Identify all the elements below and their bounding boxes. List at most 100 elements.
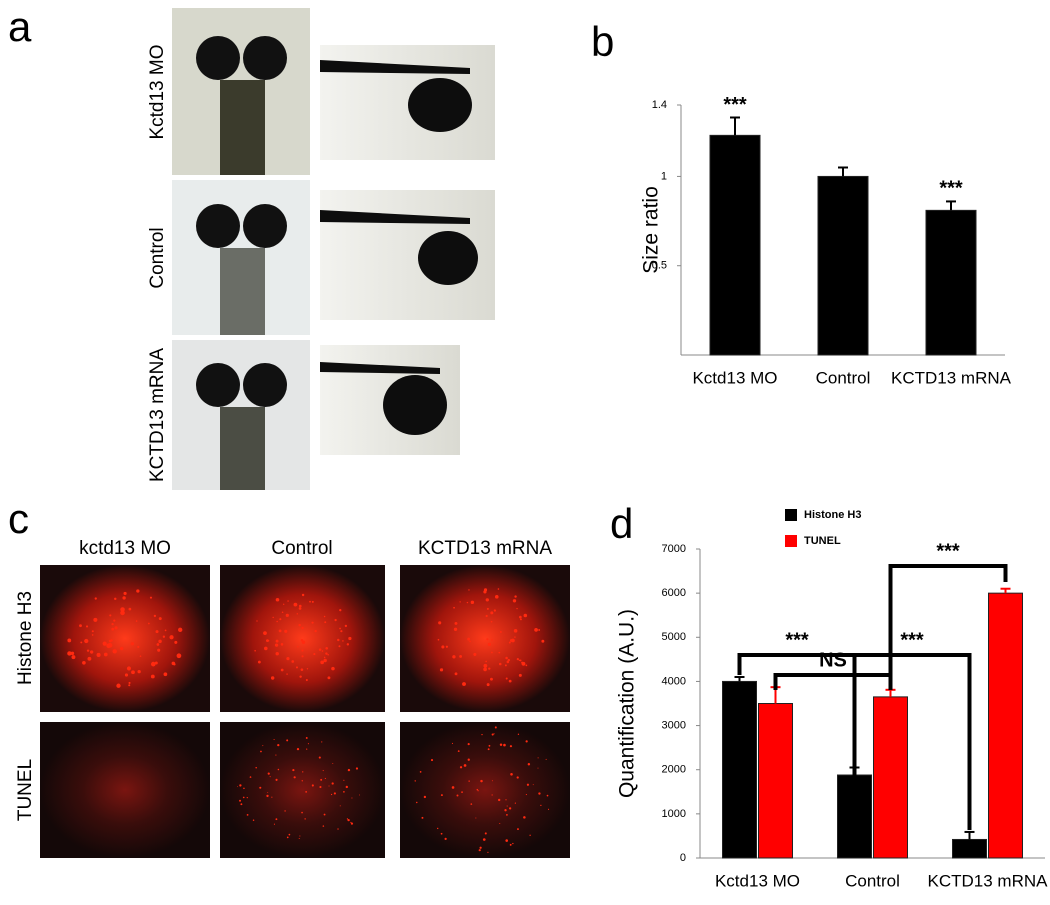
speckle	[299, 675, 302, 678]
speckle	[86, 649, 90, 652]
speckle	[523, 613, 528, 618]
speckle	[149, 596, 153, 599]
speckle	[493, 733, 495, 735]
speckle	[490, 677, 493, 681]
speckle	[325, 646, 328, 650]
speckle	[507, 658, 511, 662]
speckle	[305, 678, 308, 682]
x-tick-label: Kctd13 MO	[715, 871, 800, 890]
speckle	[157, 648, 161, 652]
speckle	[148, 622, 150, 625]
speckle	[527, 763, 531, 766]
speckle	[459, 601, 461, 603]
speckle	[123, 591, 127, 596]
speckle	[293, 776, 296, 779]
speckle	[124, 673, 129, 677]
speckle	[505, 799, 507, 801]
speckle	[176, 653, 182, 659]
speckle	[519, 659, 522, 662]
speckle	[497, 588, 500, 590]
speckle	[423, 795, 427, 799]
speckle	[462, 682, 466, 686]
speckle	[331, 666, 335, 671]
speckle	[348, 636, 352, 641]
speckle	[128, 684, 131, 687]
speckle	[114, 597, 117, 601]
speckle	[275, 754, 277, 756]
speckle	[459, 654, 463, 658]
speckle	[499, 743, 503, 746]
speckle	[279, 618, 282, 621]
speckle	[297, 646, 299, 648]
speckle	[311, 600, 314, 603]
speckle	[94, 597, 97, 600]
speckle	[286, 739, 289, 742]
speckle	[508, 679, 512, 683]
speckle	[320, 660, 324, 665]
speckle	[108, 639, 112, 643]
speckle	[498, 651, 501, 654]
speckle	[306, 668, 309, 670]
speckle	[532, 784, 534, 786]
speckle	[137, 669, 141, 674]
speckle	[284, 810, 286, 812]
speckle	[85, 625, 89, 628]
speckle	[430, 758, 434, 762]
speckle	[321, 650, 324, 652]
speckle	[292, 768, 295, 772]
speckle	[463, 764, 467, 767]
speckle	[301, 655, 304, 658]
speckle	[439, 668, 444, 672]
speckle	[457, 750, 460, 753]
speckle	[158, 617, 162, 621]
speckle	[509, 843, 512, 846]
row-label: Histone H3	[15, 591, 36, 685]
y-axis-label: Size ratio	[640, 186, 663, 274]
speckle	[488, 667, 491, 670]
speckle	[510, 772, 513, 776]
speckle	[275, 639, 279, 643]
speckle	[537, 757, 539, 759]
speckle	[155, 630, 159, 634]
speckle	[414, 780, 416, 782]
speckle	[122, 596, 126, 600]
row-label: Control	[147, 227, 168, 288]
speckle	[545, 758, 547, 760]
speckle	[487, 748, 490, 751]
speckle	[300, 668, 304, 671]
bracket	[888, 564, 1008, 690]
speckle	[355, 767, 359, 770]
speckle	[128, 681, 131, 685]
panel-letter: a	[8, 3, 32, 50]
speckle	[87, 656, 92, 661]
speckle	[298, 604, 302, 608]
speckle	[477, 790, 479, 792]
panel-letter: c	[8, 495, 29, 542]
speckle	[67, 651, 72, 656]
speckle	[534, 628, 538, 632]
speckle	[521, 661, 526, 666]
speckle	[517, 828, 519, 831]
speckle	[483, 588, 488, 592]
annotation: ***	[936, 540, 960, 562]
speckle	[419, 771, 422, 773]
speckle	[504, 809, 507, 812]
speckle	[269, 776, 271, 778]
speckle	[487, 851, 489, 853]
speckle	[322, 825, 325, 827]
speckle	[300, 638, 304, 642]
speckle	[485, 614, 488, 618]
speckle	[91, 630, 94, 633]
speckle	[467, 637, 471, 641]
speckle	[239, 784, 242, 787]
speckle	[107, 642, 113, 648]
speckle	[454, 621, 458, 625]
speckle	[499, 822, 501, 825]
speckle	[519, 615, 522, 619]
speckle	[318, 648, 322, 651]
speckle	[71, 655, 76, 660]
speckle	[486, 607, 489, 610]
speckle	[130, 642, 135, 646]
speckle	[256, 620, 258, 622]
